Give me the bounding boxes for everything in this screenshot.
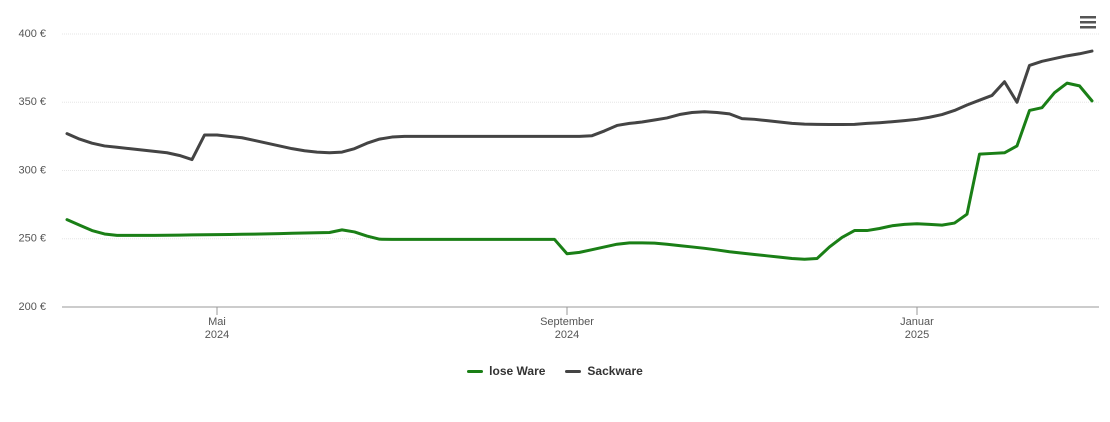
x-tick-label: Mai 2024 (204, 316, 230, 341)
y-tick-label: 350 € (18, 96, 46, 108)
y-tick-label: 400 € (18, 28, 46, 40)
legend: lose Ware Sackware (0, 364, 1110, 378)
y-tick-label: 200 € (18, 301, 46, 313)
legend-item: Sackware (565, 364, 643, 378)
line (65, 81, 1094, 261)
legend-swatch (565, 369, 582, 373)
y-tick-label: 250 € (18, 233, 46, 245)
x-tick-label: September 2024 (540, 316, 594, 341)
legend-swatch (467, 369, 484, 373)
menu-icon[interactable] (1080, 16, 1096, 29)
legend-label: lose Ware (489, 364, 546, 378)
line (65, 49, 1094, 162)
legend-item: lose Ware (467, 364, 545, 378)
x-tick-label: Januar 2025 (900, 316, 934, 341)
legend-label: Sackware (587, 364, 643, 378)
y-tick-label: 300 € (18, 164, 46, 176)
